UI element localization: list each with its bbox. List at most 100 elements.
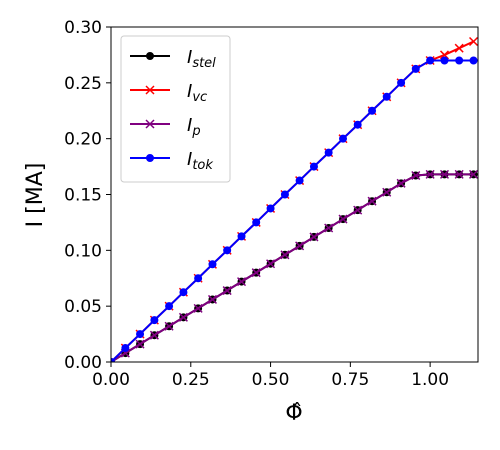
data-point-p-stroke-b [309, 232, 319, 242]
legend-item-p: Ip [130, 115, 201, 139]
data-point-p [149, 330, 159, 340]
data-point-tok [469, 56, 478, 65]
data-point-p-stroke-b [222, 286, 232, 296]
x-tick-label: 1.00 [411, 370, 449, 390]
data-point-p-stroke-b [164, 321, 174, 331]
data-point-p-stroke-b [324, 223, 334, 233]
data-point-p [236, 277, 247, 287]
y-tick-label: 0.15 [64, 186, 102, 206]
data-point-tok [111, 358, 115, 362]
series-line-stel [111, 173, 474, 362]
legend-label-tok: Itok [187, 149, 213, 173]
data-point-p [135, 339, 145, 349]
data-point-p-stroke-b [251, 268, 261, 278]
y-axis-label: I [MA] [23, 163, 48, 228]
legend-box [120, 35, 231, 183]
data-point-p-stroke-b [236, 277, 247, 287]
data-point-tok [382, 92, 391, 101]
data-point-p-stroke-b [266, 259, 276, 269]
data-point-tok [339, 134, 348, 143]
data-point-p-stroke-b [135, 339, 145, 349]
legend-label-sub: stel [192, 56, 216, 71]
legend-label-sub: vc [192, 90, 207, 105]
x-axis: 0.00 0.25 0.50 0.75 1.00 [92, 362, 449, 390]
data-point-p-stroke-b [149, 330, 159, 340]
legend-label-sub: tok [192, 158, 213, 173]
data-point-tok [136, 330, 145, 339]
data-point-tok [179, 288, 188, 297]
data-point-tok [194, 274, 203, 283]
data-point-p-stroke-b [280, 250, 290, 260]
data-point-tok [252, 218, 261, 227]
x-tick-label: 0.75 [331, 370, 369, 390]
x-tick-label: 0.25 [172, 370, 210, 390]
data-point-p-stroke-b [425, 169, 435, 179]
legend-label-main: I [187, 115, 192, 136]
data-point-p-stroke-b [295, 241, 305, 251]
data-point-p [338, 214, 348, 224]
data-point-tok [353, 120, 362, 129]
data-point-p-stroke-b [353, 205, 363, 215]
legend-marker-p [145, 119, 155, 129]
data-point-p-stroke-b [367, 196, 377, 206]
data-point-p [251, 268, 261, 278]
data-point-tok [121, 344, 130, 353]
data-point-tok [223, 246, 232, 255]
data-point-p-stroke-b [178, 312, 188, 322]
data-point-p-stroke-b [439, 169, 450, 179]
legend-marker-vc-stroke-b [145, 85, 155, 95]
data-point-tok [280, 190, 289, 199]
data-point-p-stroke-b [411, 170, 421, 181]
legend-label-main: I [187, 81, 192, 102]
data-point-tok [266, 204, 275, 213]
legend-item-vc: Ivc [130, 81, 207, 105]
data-point-p [324, 223, 334, 233]
legend-label-stel: Istel [187, 47, 216, 71]
data-point-p-stroke-b [382, 187, 392, 197]
data-point-p-stroke-b [193, 303, 203, 313]
y-tick-label: 0.30 [64, 18, 102, 38]
data-point-p [411, 170, 421, 181]
data-point-p-stroke-b [396, 178, 406, 188]
data-point-p [280, 250, 290, 260]
data-point-p-stroke-b [207, 294, 218, 304]
x-axis-label: Φ̂ [285, 401, 302, 426]
data-point-tok [397, 78, 406, 87]
data-point-p [353, 205, 363, 215]
series-line-p [111, 173, 474, 362]
data-point-p [454, 169, 464, 179]
y-tick-label: 0.25 [64, 74, 102, 94]
data-point-tok [309, 162, 318, 171]
series-stel [111, 170, 478, 362]
series-tok [111, 56, 478, 362]
data-point-tok [237, 232, 246, 241]
series-layer [111, 36, 478, 362]
data-point-tok [208, 260, 217, 269]
x-tick-label: 0.00 [92, 370, 130, 390]
data-point-tok [324, 148, 333, 157]
legend-item-tok: Itok [130, 149, 213, 173]
data-point-p-stroke-b [469, 169, 478, 179]
series-p [111, 169, 478, 362]
legend-marker-stel [146, 52, 154, 60]
data-point-tok [426, 56, 435, 65]
data-point-tok [455, 56, 464, 65]
data-point-tok [165, 302, 174, 311]
x-tick-label: 0.50 [252, 370, 290, 390]
legend-label-main: I [187, 47, 192, 68]
legend-label-p: Ip [187, 115, 201, 139]
legend-label-main: I [187, 149, 192, 170]
legend-item-stel: Istel [130, 47, 216, 71]
data-point-vc [454, 43, 464, 53]
data-point-tok [411, 64, 420, 73]
legend-label-sub: p [191, 124, 200, 139]
data-point-p [425, 169, 435, 179]
y-tick-label: 0.05 [64, 297, 102, 317]
data-point-vc-stroke-b [469, 36, 478, 47]
data-point-vc-stroke-b [454, 43, 464, 53]
data-point-tok [295, 176, 304, 185]
data-point-p [178, 312, 188, 322]
data-point-p [382, 187, 392, 197]
